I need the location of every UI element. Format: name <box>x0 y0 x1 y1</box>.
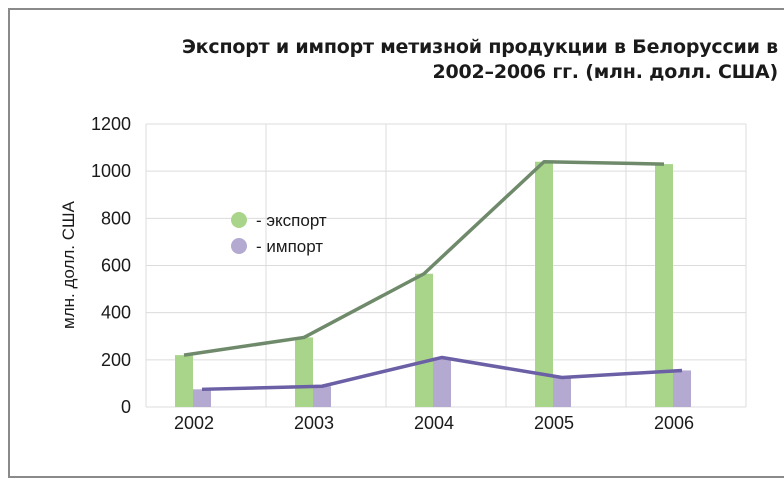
bar-export <box>535 161 553 407</box>
x-tick-label: 2003 <box>294 413 334 433</box>
bar-import <box>673 370 691 407</box>
y-tick-label: 1200 <box>91 114 131 134</box>
x-tick-label: 2005 <box>534 413 574 433</box>
chart-svg: 0 200 400 600 800 1000 1200 2002 2003 2004 2005 200… <box>59 114 747 433</box>
bar-import <box>193 389 211 407</box>
y-tick-label: 600 <box>101 256 131 276</box>
chart-title-line-2: 2002–2006 гг. (млн. долл. США) <box>432 61 778 83</box>
legend-label-import: - импорт <box>256 237 323 256</box>
bar-export <box>655 164 673 407</box>
bar-export <box>415 273 433 407</box>
legend-label-export: - экспорт <box>256 211 327 230</box>
chart-title: Экспорт и импорт метизной продукции в Бе… <box>78 35 778 85</box>
y-axis-label: млн. долл. США <box>59 200 78 329</box>
x-tick-label: 2002 <box>174 413 214 433</box>
bar-import <box>313 386 331 407</box>
legend-marker-import <box>231 238 247 254</box>
bar-import <box>553 377 571 407</box>
x-tick-label: 2006 <box>654 413 694 433</box>
y-tick-label: 800 <box>101 208 131 228</box>
bar-export <box>175 355 193 407</box>
chart-title-line-1: Экспорт и импорт метизной продукции в Бе… <box>181 36 778 58</box>
series-line-import <box>201 355 683 392</box>
y-tick-label: 0 <box>121 397 131 417</box>
y-tick-label: 400 <box>101 303 131 323</box>
x-tick-label: 2004 <box>414 413 454 433</box>
bar-import <box>433 357 451 407</box>
bar-export <box>295 337 313 407</box>
chart-frame <box>8 8 784 478</box>
legend-marker-export <box>231 212 247 228</box>
y-tick-label: 200 <box>101 350 131 370</box>
series-line-export <box>183 159 665 357</box>
y-tick-label: 1000 <box>91 161 131 181</box>
